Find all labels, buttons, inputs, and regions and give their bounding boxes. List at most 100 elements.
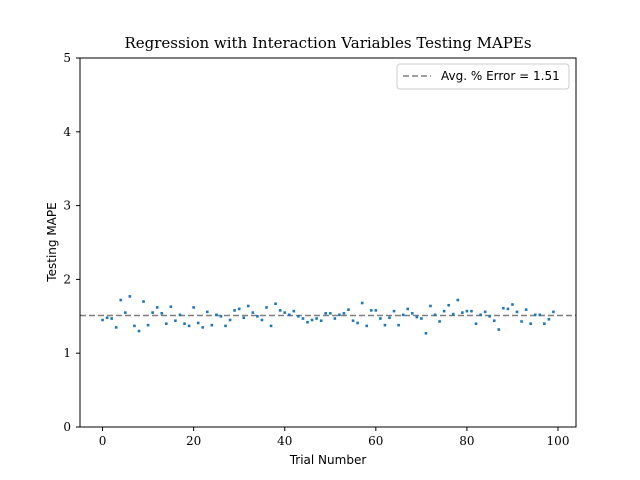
x-tick-label: 80 [459, 434, 474, 448]
data-point [287, 313, 291, 317]
data-point [351, 319, 355, 323]
data-point [260, 318, 264, 322]
data-point [360, 301, 364, 305]
data-point [374, 309, 378, 312]
data-point [233, 309, 236, 312]
data-point [470, 309, 473, 313]
data-point [520, 320, 523, 323]
data-point [119, 298, 123, 302]
data-point [319, 319, 323, 323]
data-point [160, 312, 164, 315]
data-point [497, 328, 501, 331]
data-point [424, 331, 428, 335]
data-point [215, 313, 218, 317]
data-point [210, 323, 214, 327]
data-point [342, 312, 346, 315]
data-point [488, 315, 491, 318]
data-point [369, 309, 373, 312]
data-point [101, 318, 104, 322]
data-point [165, 322, 168, 325]
x-axis-label: Trial Number [289, 453, 367, 467]
data-point [506, 307, 510, 311]
data-point [105, 316, 109, 320]
data-point [228, 318, 232, 322]
x-tick-label: 100 [547, 434, 570, 448]
data-point [146, 323, 150, 327]
data-point [219, 315, 223, 318]
plot-area [80, 295, 576, 335]
data-point [292, 309, 296, 313]
data-point [397, 323, 400, 327]
data-point [196, 321, 200, 325]
data-point [533, 313, 537, 317]
data-point [502, 306, 505, 310]
data-point [410, 312, 414, 315]
data-point [483, 310, 487, 314]
data-point [328, 312, 332, 315]
data-point [538, 313, 542, 317]
y-tick-label: 3 [63, 199, 71, 213]
data-point [388, 316, 391, 320]
data-point [547, 317, 551, 321]
data-point [456, 298, 460, 302]
data-point [451, 312, 455, 316]
data-point [383, 323, 387, 327]
x-tick-label: 20 [186, 434, 201, 448]
data-point [133, 324, 136, 328]
data-point [315, 317, 318, 320]
data-point [415, 315, 419, 319]
y-tick-label: 5 [63, 51, 71, 65]
data-point [492, 319, 496, 323]
data-point [251, 311, 255, 314]
data-point [137, 329, 141, 333]
axis-ticks: 0 20 40 60 80 100 0 1 2 3 4 5 [63, 51, 569, 448]
data-point [306, 320, 309, 324]
data-point [406, 307, 410, 311]
data-point [529, 322, 532, 325]
data-point [187, 324, 191, 328]
data-point [237, 307, 241, 311]
data-point [183, 322, 186, 325]
data-point [178, 313, 182, 317]
data-point [297, 315, 300, 318]
data-point [461, 311, 464, 314]
data-point [379, 317, 382, 320]
data-point [283, 311, 287, 314]
data-point [433, 313, 437, 317]
legend-box [396, 63, 570, 90]
x-tick-label: 60 [368, 434, 383, 448]
data-point [256, 315, 259, 318]
data-point [155, 306, 159, 309]
data-point [347, 308, 350, 311]
data-point [201, 326, 205, 329]
x-tick-label: 0 [99, 434, 107, 448]
data-point [333, 317, 337, 320]
data-point [420, 317, 423, 320]
plot-frame [79, 57, 577, 428]
data-point [338, 313, 341, 317]
data-point [479, 313, 482, 317]
data-point [524, 308, 528, 311]
data-point [192, 306, 195, 309]
data-point [110, 317, 113, 320]
data-point [438, 320, 441, 323]
data-point [401, 313, 405, 317]
data-point [552, 310, 555, 314]
legend-label: Avg. % Error = 1.51 [441, 69, 560, 83]
data-point [278, 309, 282, 312]
y-tick-label: 4 [63, 125, 71, 139]
legend: Avg. % Error = 1.51 [396, 63, 570, 90]
data-point [246, 304, 250, 308]
data-point [310, 318, 314, 322]
data-point [511, 303, 514, 306]
data-point [242, 316, 246, 320]
data-point [114, 326, 118, 329]
data-point [442, 309, 446, 313]
y-axis-label: Testing MAPE [45, 202, 59, 282]
y-tick-label: 1 [63, 346, 71, 360]
data-point [515, 310, 519, 314]
data-point [365, 324, 369, 328]
data-point [429, 304, 432, 308]
data-point [128, 295, 132, 298]
